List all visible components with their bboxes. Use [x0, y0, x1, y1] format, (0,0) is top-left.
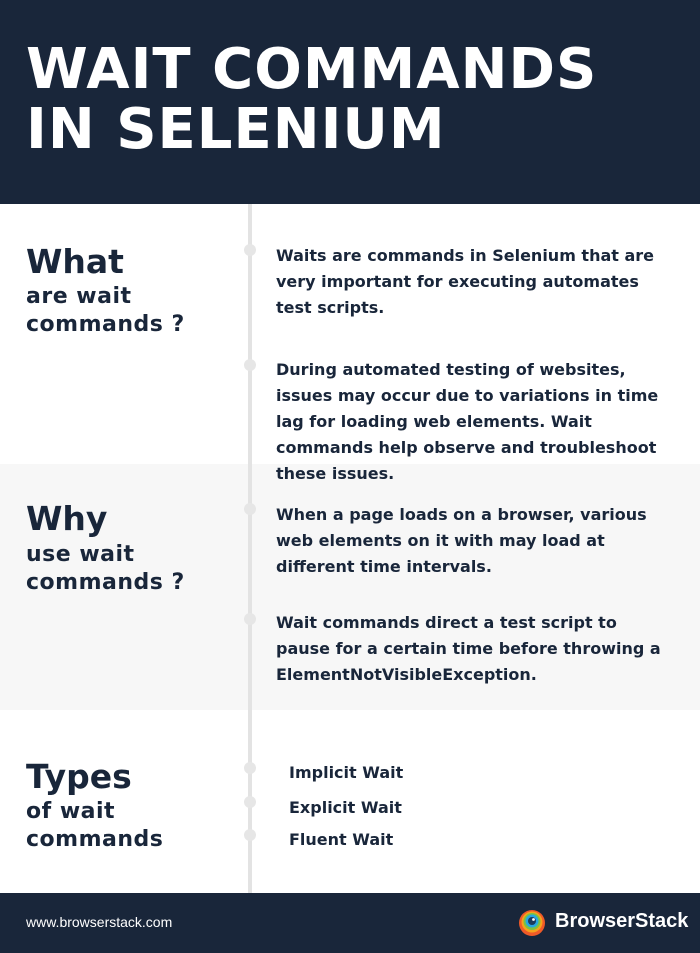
section-why	[0, 464, 700, 710]
section-types-subheading-2: commands	[26, 827, 164, 852]
section-types	[0, 710, 700, 893]
timeline-dot	[244, 613, 256, 625]
section-what-point-1: Waits are commands in Selenium that are …	[276, 246, 655, 317]
section-what-point-2: During automated testing of websites, is…	[276, 360, 659, 483]
header-banner: WAIT COMMANDS IN SELENIUM	[0, 0, 700, 204]
section-what	[0, 204, 700, 464]
wait-type-explicit: Explicit Wait	[289, 798, 402, 817]
section-why-point-2: Wait commands direct a test script to pa…	[276, 613, 661, 684]
footer-url-link[interactable]: www.browserstack.com	[26, 914, 173, 930]
timeline-dot	[244, 796, 256, 808]
timeline-dot	[244, 244, 256, 256]
browserstack-logo-icon	[519, 910, 545, 936]
section-what-heading: What	[26, 242, 124, 281]
footer: www.browserstack.com BrowserStack	[0, 893, 700, 953]
wait-type-implicit: Implicit Wait	[289, 763, 404, 782]
footer-brand-name: BrowserStack	[555, 910, 689, 932]
section-types-subheading-1: of wait	[26, 799, 116, 824]
section-why-subheading-2: commands ?	[26, 570, 185, 595]
section-what-subheading-2: commands ?	[26, 312, 185, 337]
timeline-dot	[244, 503, 256, 515]
timeline-dot	[244, 829, 256, 841]
section-what-subheading-1: are wait	[26, 284, 132, 309]
timeline-dot	[244, 359, 256, 371]
timeline-dot	[244, 762, 256, 774]
section-types-heading: Types	[26, 757, 132, 796]
page-title: WAIT COMMANDS IN SELENIUM	[26, 37, 598, 162]
section-why-subheading-1: use wait	[26, 542, 135, 567]
section-why-heading: Why	[26, 499, 108, 538]
section-why-point-1: When a page loads on a browser, various …	[276, 505, 647, 576]
wait-type-fluent: Fluent Wait	[289, 830, 394, 849]
timeline-line	[248, 204, 252, 893]
